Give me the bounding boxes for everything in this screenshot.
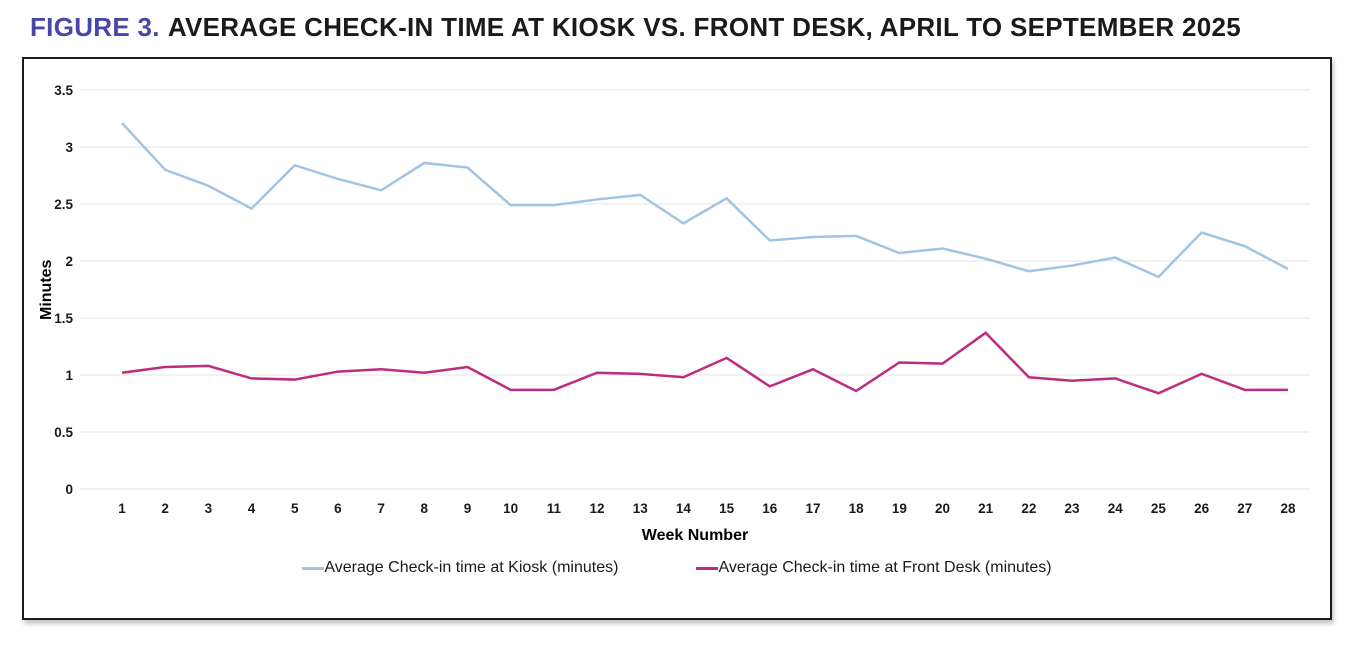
- x-tick-label: 1: [118, 501, 126, 516]
- x-tick-label: 3: [205, 501, 213, 516]
- x-tick-label: 23: [1065, 501, 1081, 516]
- x-tick-label: 6: [334, 501, 342, 516]
- x-tick-label: 14: [676, 501, 692, 516]
- x-axis-title: Week Number: [641, 527, 749, 544]
- y-tick-label: 1.5: [54, 311, 73, 326]
- x-tick-label: 7: [377, 501, 385, 516]
- y-tick-label: 0: [65, 482, 73, 497]
- front-desk-legend-label: Average Check-in time at Front Desk (min…: [718, 559, 1052, 576]
- series-line-kiosk: [121, 122, 1289, 279]
- figure-label: FIGURE 3.: [30, 12, 160, 42]
- x-tick-label: 26: [1194, 501, 1210, 516]
- figure-title: FIGURE 3. AVERAGE CHECK-IN TIME AT KIOSK …: [30, 12, 1241, 43]
- x-tick-label: 5: [291, 501, 299, 516]
- x-tick-label: 25: [1151, 501, 1167, 516]
- y-tick-label: 3: [65, 140, 73, 155]
- x-tick-label: 13: [633, 501, 649, 516]
- x-tick-label: 21: [978, 501, 994, 516]
- x-tick-label: 9: [464, 501, 472, 516]
- legend: Average Check-in time at Kiosk (minutes)…: [24, 559, 1330, 577]
- x-tick-label: 27: [1237, 501, 1252, 516]
- kiosk-legend-swatch: [302, 566, 325, 570]
- legend-item-front-desk: Average Check-in time at Front Desk (min…: [696, 559, 1052, 577]
- x-tick-label: 15: [719, 501, 735, 516]
- y-axis-title: Minutes: [38, 259, 55, 320]
- x-tick-label: 22: [1021, 501, 1036, 516]
- x-tick-label: 18: [849, 501, 865, 516]
- x-tick-label: 24: [1108, 501, 1124, 516]
- y-tick-label: 1: [65, 368, 73, 383]
- x-tick-label: 10: [503, 501, 518, 516]
- y-tick-label: 0.5: [54, 425, 73, 440]
- x-tick-label: 12: [590, 501, 605, 516]
- legend-item-kiosk: Average Check-in time at Kiosk (minutes): [302, 559, 618, 577]
- x-tick-label: 20: [935, 501, 950, 516]
- x-tick-label: 2: [161, 501, 169, 516]
- x-tick-label: 8: [421, 501, 429, 516]
- line-chart: 00.511.522.533.51 2 3 4 5 6 7 8 9 10 11 12 13 14 15 16 1…: [54, 83, 1310, 516]
- y-tick-label: 2: [65, 254, 73, 269]
- y-tick-label: 2.5: [54, 197, 73, 212]
- x-tick-label: 11: [547, 501, 562, 516]
- x-tick-label: 28: [1280, 501, 1296, 516]
- x-tick-label: 16: [762, 501, 778, 516]
- x-tick-label: 17: [805, 501, 820, 516]
- x-tick-label: 19: [892, 501, 907, 516]
- series-line-front-desk: [121, 331, 1288, 395]
- front-desk-legend-swatch: [696, 566, 719, 570]
- x-tick-label: 4: [248, 501, 256, 516]
- figure-title-text: AVERAGE CHECK-IN TIME AT KIOSK VS. FRONT…: [167, 12, 1242, 42]
- y-tick-label: 3.5: [54, 83, 73, 98]
- kiosk-legend-label: Average Check-in time at Kiosk (minutes): [324, 559, 619, 576]
- chart-frame: 0 0.5 1 1.5 2 2.5 3 3.5 1 2 3 4 5 6 7 8 9 10 11 12 13 14 15 16 1…: [22, 57, 1332, 620]
